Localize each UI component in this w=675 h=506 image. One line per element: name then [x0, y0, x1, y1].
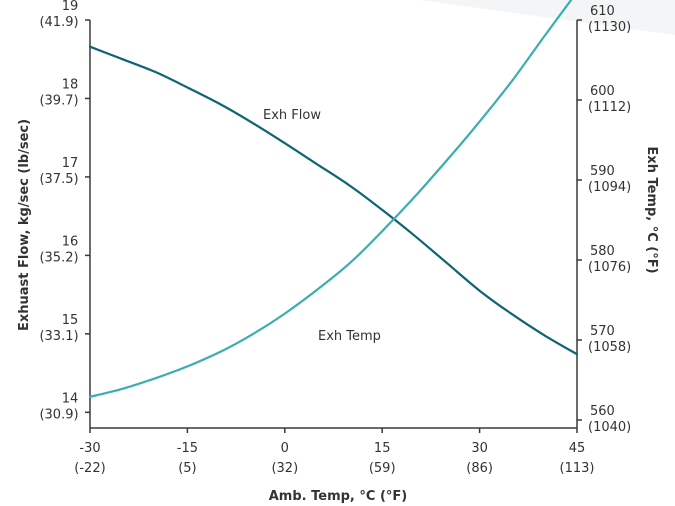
y-right-tick-sublabel: (1130)	[588, 20, 631, 35]
y-left-tick-sublabel: (37.5)	[39, 172, 78, 187]
series-line-exh-flow	[88, 45, 579, 356]
series-line-exh-temp	[88, 0, 573, 398]
y-left-tick-sublabel: (30.9)	[39, 407, 78, 422]
x-tick-sublabel: (-22)	[74, 461, 105, 476]
series-label-exh-temp: Exh Temp	[318, 329, 381, 344]
y-right-tick-label: 570	[590, 324, 615, 339]
x-tick-sublabel: (32)	[271, 461, 298, 476]
y-right-tick-label: 560	[590, 404, 615, 419]
x-axis-title: Amb. Temp, °C (°F)	[269, 489, 407, 504]
y-right-tick-sublabel: (1094)	[588, 180, 631, 195]
y-right-tick-sublabel: (1076)	[588, 260, 631, 275]
x-tick-sublabel: (59)	[369, 461, 396, 476]
y-right-tick-sublabel: (1040)	[588, 420, 631, 435]
y-left-tick-label: 16	[62, 234, 79, 249]
y-left-tick-label: 17	[62, 156, 79, 171]
y-left-tick-sublabel: (33.1)	[39, 329, 78, 344]
y-right-tick-label: 610	[590, 4, 615, 19]
y-right-tick-label: 590	[590, 164, 615, 179]
x-tick-sublabel: (113)	[560, 461, 595, 476]
y-left-tick-label: 15	[62, 313, 79, 328]
y-right-tick-label: 580	[590, 244, 615, 259]
y-right-tick-label: 600	[590, 84, 615, 99]
y-left-tick-sublabel: (39.7)	[39, 93, 78, 108]
y-axis-right-title: Exh Temp, °C (°F)	[644, 146, 659, 273]
x-tick-label: 45	[569, 441, 586, 456]
series-label-exh-flow: Exh Flow	[263, 108, 321, 123]
y-axis-left-title: Exhuast Flow, kg/sec (lb/sec)	[17, 119, 32, 331]
y-left-tick-label: 14	[62, 391, 79, 406]
y-left-tick-label: 19	[62, 0, 79, 14]
decorative-corner-shade	[420, 0, 675, 35]
y-right-tick-sublabel: (1112)	[588, 100, 631, 115]
x-tick-label: 30	[471, 441, 488, 456]
x-tick-label: 0	[281, 441, 289, 456]
x-tick-label: -15	[177, 441, 198, 456]
y-right-tick-sublabel: (1058)	[588, 340, 631, 355]
y-left-tick-label: 18	[62, 77, 79, 92]
x-tick-label: -30	[79, 441, 100, 456]
y-left-tick-sublabel: (35.2)	[39, 250, 78, 265]
x-tick-label: 15	[374, 441, 391, 456]
x-tick-sublabel: (86)	[466, 461, 493, 476]
y-left-tick-sublabel: (41.9)	[39, 15, 78, 30]
x-tick-sublabel: (5)	[178, 461, 196, 476]
